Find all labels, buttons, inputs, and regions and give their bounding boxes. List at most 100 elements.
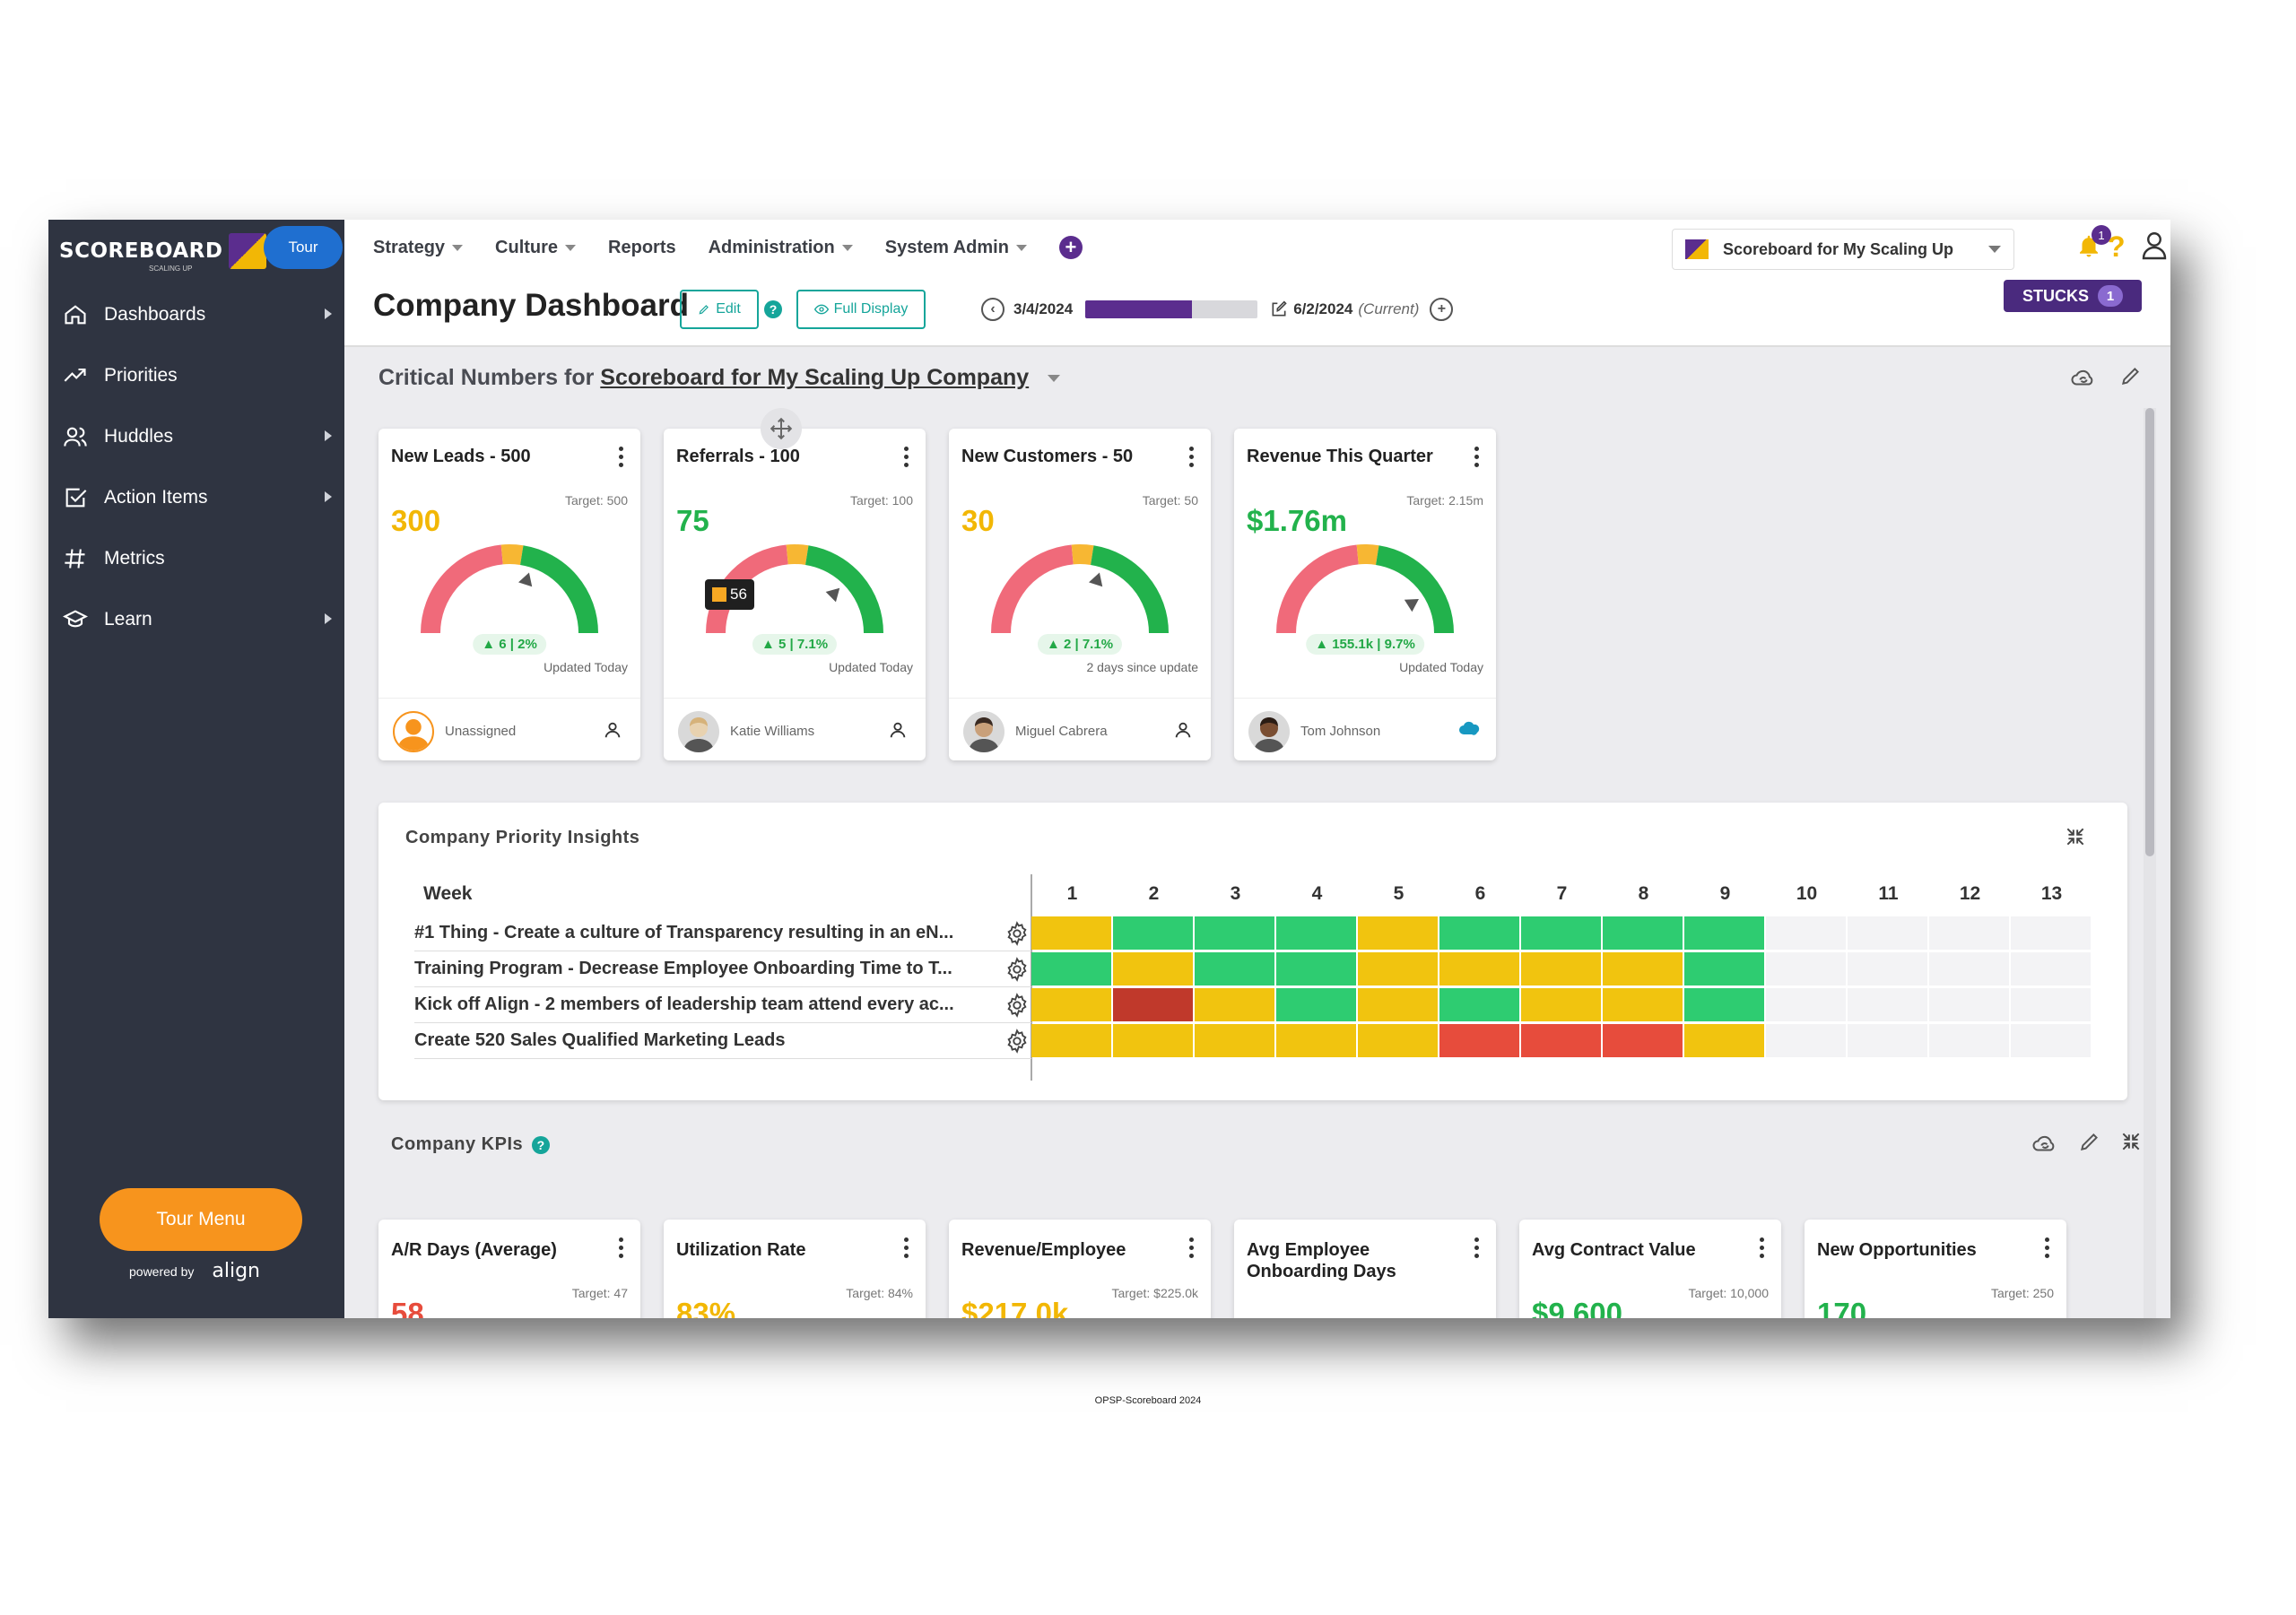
company-link[interactable]: Scoreboard for My Scaling Up Company xyxy=(600,365,1030,390)
menu-culture[interactable]: Culture xyxy=(495,238,576,258)
status-cell[interactable] xyxy=(1766,952,1846,985)
priority-row[interactable]: Create 520 Sales Qualified Marketing Lea… xyxy=(414,1023,1031,1059)
status-cell[interactable] xyxy=(1929,1024,2009,1057)
status-cell[interactable] xyxy=(1358,1024,1438,1057)
kebab-menu-icon[interactable] xyxy=(1760,1237,1765,1258)
status-cell[interactable] xyxy=(1684,1024,1764,1057)
help-circle-icon[interactable]: ? xyxy=(532,1135,551,1154)
status-cell[interactable] xyxy=(1603,1024,1683,1057)
priority-label[interactable]: Kick off Align - 2 members of leadership… xyxy=(414,994,954,1014)
status-cell[interactable] xyxy=(1929,988,2009,1021)
status-cell[interactable] xyxy=(2011,1024,2091,1057)
status-cell[interactable] xyxy=(1603,952,1683,985)
sidebar-item-action-items[interactable]: Action Items xyxy=(48,467,344,528)
kebab-menu-icon[interactable] xyxy=(904,1237,909,1258)
gear-icon[interactable] xyxy=(1004,921,1030,946)
menu-administration[interactable]: Administration xyxy=(709,238,853,258)
status-cell[interactable] xyxy=(1276,952,1356,985)
scrollbar[interactable] xyxy=(2144,408,2156,1318)
menu-strategy[interactable]: Strategy xyxy=(373,238,463,258)
status-cell[interactable] xyxy=(1031,916,1111,950)
katie-avatar[interactable] xyxy=(678,711,719,752)
scrollbar-thumb[interactable] xyxy=(2145,408,2154,856)
person-icon[interactable] xyxy=(603,720,622,740)
status-cell[interactable] xyxy=(1848,916,1927,950)
miguel-avatar[interactable] xyxy=(963,711,1004,752)
status-cell[interactable] xyxy=(1848,988,1927,1021)
sidebar-item-metrics[interactable]: Metrics xyxy=(48,528,344,589)
add-plus-icon[interactable]: + xyxy=(1058,236,1083,259)
salesforce-icon[interactable] xyxy=(1458,720,1480,740)
priority-label[interactable]: Training Program - Decrease Employee Onb… xyxy=(414,959,952,978)
full-display-button[interactable]: Full Display xyxy=(796,290,926,329)
status-cell[interactable] xyxy=(1766,1024,1846,1057)
status-cell[interactable] xyxy=(1439,916,1519,950)
sidebar-item-huddles[interactable]: Huddles xyxy=(48,406,344,467)
status-cell[interactable] xyxy=(1766,988,1846,1021)
help-circle-icon[interactable]: ? xyxy=(764,300,782,318)
critical-number-card[interactable]: New Leads - 500 Target: 500 300 ▲ 6 | 2% Upd… xyxy=(378,429,640,760)
status-cell[interactable] xyxy=(1195,916,1274,950)
collapse-icon[interactable] xyxy=(2061,822,2090,851)
help-icon[interactable]: ? xyxy=(2108,230,2126,263)
kpi-card[interactable]: A/R Days (Average) Target: 47 58 xyxy=(378,1220,640,1318)
status-cell[interactable] xyxy=(2011,916,2091,950)
kpi-card[interactable]: New Opportunities Target: 250 170 xyxy=(1805,1220,2066,1318)
add-period-icon[interactable]: + xyxy=(1430,298,1454,321)
status-cell[interactable] xyxy=(1603,916,1683,950)
pencil-icon[interactable] xyxy=(2117,361,2145,390)
status-cell[interactable] xyxy=(1684,952,1764,985)
kpi-card[interactable]: Avg Employee Onboarding Days xyxy=(1234,1220,1496,1318)
status-cell[interactable] xyxy=(1439,952,1519,985)
kebab-menu-icon[interactable] xyxy=(619,1237,624,1258)
status-cell[interactable] xyxy=(1113,952,1193,985)
scoreboard-logo[interactable]: SCOREBOARD SCALING UP xyxy=(59,230,266,273)
status-cell[interactable] xyxy=(1358,952,1438,985)
kebab-menu-icon[interactable] xyxy=(1474,1237,1480,1258)
status-cell[interactable] xyxy=(1521,988,1601,1021)
org-select[interactable]: Scoreboard for My Scaling Up xyxy=(1672,229,2014,270)
status-cell[interactable] xyxy=(1031,1024,1111,1057)
priority-row[interactable]: Kick off Align - 2 members of leadership… xyxy=(414,987,1031,1023)
status-cell[interactable] xyxy=(1358,988,1438,1021)
priority-label[interactable]: Create 520 Sales Qualified Marketing Lea… xyxy=(414,1030,786,1050)
status-cell[interactable] xyxy=(1766,916,1846,950)
kebab-menu-icon[interactable] xyxy=(904,447,909,467)
status-cell[interactable] xyxy=(1603,988,1683,1021)
status-cell[interactable] xyxy=(1521,1024,1601,1057)
priority-label[interactable]: #1 Thing - Create a culture of Transpare… xyxy=(414,923,954,942)
critical-number-card[interactable]: Referrals - 100 Target: 100 75 ▲ 5 | 7.1% Up… xyxy=(664,429,926,760)
gear-icon[interactable] xyxy=(1004,993,1030,1018)
drag-move-icon[interactable] xyxy=(761,408,802,449)
sidebar-item-dashboards[interactable]: Dashboards xyxy=(48,284,344,345)
status-cell[interactable] xyxy=(1113,988,1193,1021)
status-cell[interactable] xyxy=(1521,952,1601,985)
pencil-icon[interactable] xyxy=(2075,1127,2104,1156)
status-cell[interactable] xyxy=(1684,916,1764,950)
user-avatar-icon[interactable] xyxy=(2138,229,2170,265)
menu-system-admin[interactable]: System Admin xyxy=(885,238,1027,258)
kebab-menu-icon[interactable] xyxy=(1474,447,1480,467)
chevron-down-icon[interactable] xyxy=(1048,375,1061,383)
status-cell[interactable] xyxy=(1521,916,1601,950)
tom-avatar[interactable] xyxy=(1248,711,1290,752)
status-cell[interactable] xyxy=(1439,1024,1519,1057)
gear-icon[interactable] xyxy=(1004,957,1030,982)
status-cell[interactable] xyxy=(1031,988,1111,1021)
unassigned-avatar[interactable] xyxy=(393,711,434,752)
kpi-card[interactable]: Avg Contract Value Target: 10,000 $9,600 xyxy=(1519,1220,1781,1318)
status-cell[interactable] xyxy=(1848,1024,1927,1057)
kebab-menu-icon[interactable] xyxy=(1189,1237,1195,1258)
status-cell[interactable] xyxy=(1195,988,1274,1021)
priority-row[interactable]: Training Program - Decrease Employee Onb… xyxy=(414,951,1031,987)
kpi-card[interactable]: Revenue/Employee Target: $225.0k $217.0k xyxy=(949,1220,1211,1318)
menu-reports[interactable]: Reports xyxy=(608,237,676,257)
tour-menu-button[interactable]: Tour Menu xyxy=(100,1188,302,1251)
tour-button[interactable]: Tour xyxy=(264,226,343,269)
kebab-menu-icon[interactable] xyxy=(1189,447,1195,467)
status-cell[interactable] xyxy=(1276,988,1356,1021)
sidebar-item-priorities[interactable]: Priorities xyxy=(48,345,344,406)
stucks-button[interactable]: STUCKS 1 xyxy=(2004,280,2142,312)
chevron-left-icon[interactable]: ‹ xyxy=(981,298,1004,321)
status-cell[interactable] xyxy=(1929,916,2009,950)
